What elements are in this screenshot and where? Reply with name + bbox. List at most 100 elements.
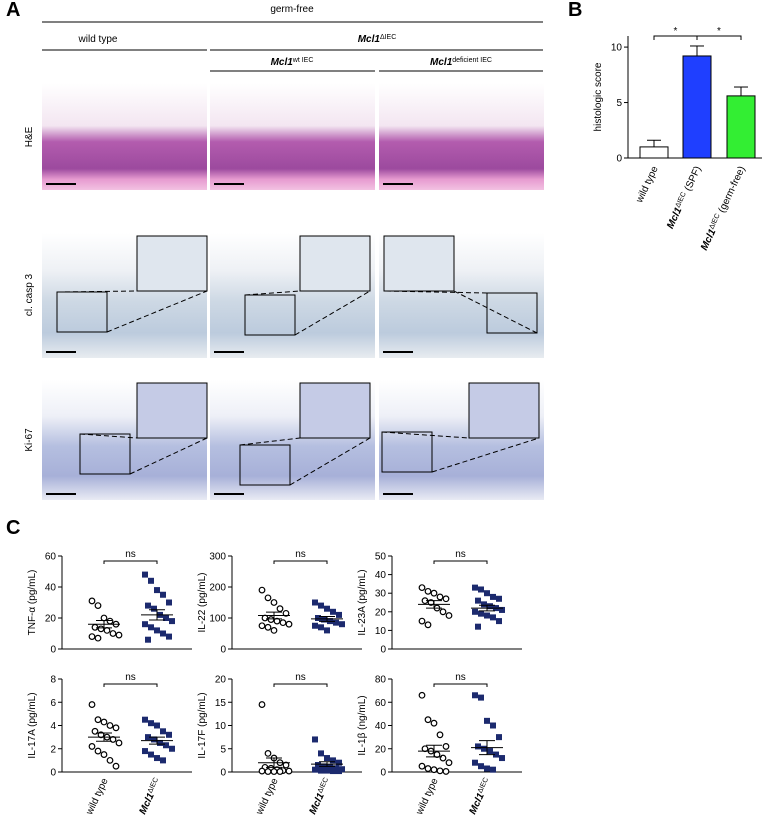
- sem-bar: [149, 609, 165, 621]
- data-point: [106, 722, 114, 729]
- data-point: [496, 734, 502, 741]
- data-point: [472, 584, 478, 591]
- data-point: [490, 593, 496, 600]
- subgroup-label: Mcl1deficient IEC: [430, 57, 492, 69]
- sem-bar: [479, 604, 495, 612]
- data-point: [88, 701, 96, 708]
- data-point: [418, 617, 426, 625]
- data-point: [169, 618, 175, 625]
- data-point: [418, 762, 426, 770]
- y-tick-label: 10: [215, 721, 227, 732]
- annotation: ns: [455, 549, 466, 560]
- data-point: [160, 630, 166, 637]
- data-point: [499, 606, 505, 613]
- data-point: [478, 694, 484, 701]
- sem-bar: [266, 757, 282, 768]
- bar: [726, 95, 756, 159]
- inset: [299, 235, 371, 292]
- label-part: ΔIEC: [316, 776, 329, 794]
- y-axis-label: histologic score: [593, 62, 604, 131]
- data-point: [276, 768, 284, 775]
- data-point: [324, 755, 330, 762]
- data-point: [112, 762, 120, 770]
- data-point: [97, 625, 105, 633]
- data-point: [330, 608, 336, 615]
- x-tick-label: wild type: [414, 776, 441, 817]
- data-point: [88, 743, 96, 750]
- data-point: [154, 587, 160, 594]
- bar: [639, 146, 669, 159]
- y-tick-label: 20: [375, 744, 387, 755]
- data-point: [103, 627, 111, 634]
- label-part: Mcl1: [137, 791, 157, 816]
- data-point: [496, 595, 502, 602]
- data-point: [160, 591, 166, 598]
- sem-bar: [96, 732, 112, 742]
- y-tick-label: 0: [220, 645, 226, 656]
- data-point: [258, 701, 266, 708]
- zoom-line: [383, 290, 488, 294]
- x-tick-label: Mcl1ΔIEC(SPF): [665, 164, 704, 230]
- data-point: [88, 633, 96, 640]
- data-point: [327, 764, 333, 771]
- row-label: cl. casp 3: [24, 273, 35, 316]
- data-point: [496, 618, 502, 625]
- zoom-box: [381, 431, 433, 473]
- sem-bar: [479, 740, 495, 756]
- data-point: [258, 586, 266, 594]
- sem-bar: [319, 761, 335, 767]
- significance-bracket: [273, 683, 328, 687]
- data-point: [436, 593, 444, 601]
- data-point: [430, 589, 438, 597]
- inset: [299, 382, 371, 439]
- data-point: [439, 754, 447, 762]
- y-tick-label: 20: [375, 607, 387, 618]
- y-tick-label: 40: [375, 721, 387, 732]
- label-part: ΔIEC: [708, 212, 721, 230]
- zoom-box: [486, 292, 538, 334]
- y-tick-label: 300: [209, 552, 226, 563]
- zoom-box: [244, 294, 296, 336]
- annotation: *: [674, 26, 678, 37]
- y-tick-label: 0: [50, 768, 56, 779]
- data-point: [318, 750, 324, 757]
- y-tick-label: 80: [375, 675, 387, 686]
- data-point: [157, 739, 163, 746]
- data-point: [318, 624, 324, 631]
- data-point: [424, 621, 432, 629]
- inset: [468, 382, 540, 439]
- label-part: Mcl1: [307, 791, 327, 816]
- label-part: deficient IEC: [452, 57, 492, 64]
- y-tick-label: 8: [50, 675, 56, 686]
- y-tick-label: 60: [375, 698, 387, 709]
- subgroup-label: Mcl1wt IEC: [271, 57, 314, 69]
- data-point: [424, 765, 432, 772]
- data-point: [442, 595, 450, 603]
- data-point: [285, 767, 293, 775]
- x-tick-label: wild type: [634, 164, 661, 205]
- data-point: [418, 584, 426, 592]
- data-point: [472, 608, 478, 615]
- annotation: ns: [125, 672, 136, 683]
- inset: [136, 382, 208, 439]
- data-point: [148, 751, 154, 758]
- annotation: *: [717, 26, 721, 37]
- data-point: [490, 722, 496, 729]
- data-point: [115, 631, 123, 639]
- data-point: [430, 719, 438, 727]
- data-point: [270, 599, 278, 606]
- data-point: [94, 634, 102, 642]
- panel-label: A: [6, 0, 20, 21]
- y-tick-label: 40: [45, 583, 57, 594]
- sem-bar: [149, 736, 165, 745]
- group-label: wild type: [78, 34, 118, 45]
- data-point: [315, 615, 321, 621]
- sem-bar: [96, 619, 112, 629]
- data-point: [169, 745, 175, 752]
- zoom-line: [79, 433, 138, 439]
- y-tick-label: 0: [380, 645, 386, 656]
- y-tick-label: 2: [50, 744, 56, 755]
- data-point: [324, 767, 330, 774]
- row-label: Ki-67: [24, 428, 35, 452]
- sem-bar: [426, 600, 442, 609]
